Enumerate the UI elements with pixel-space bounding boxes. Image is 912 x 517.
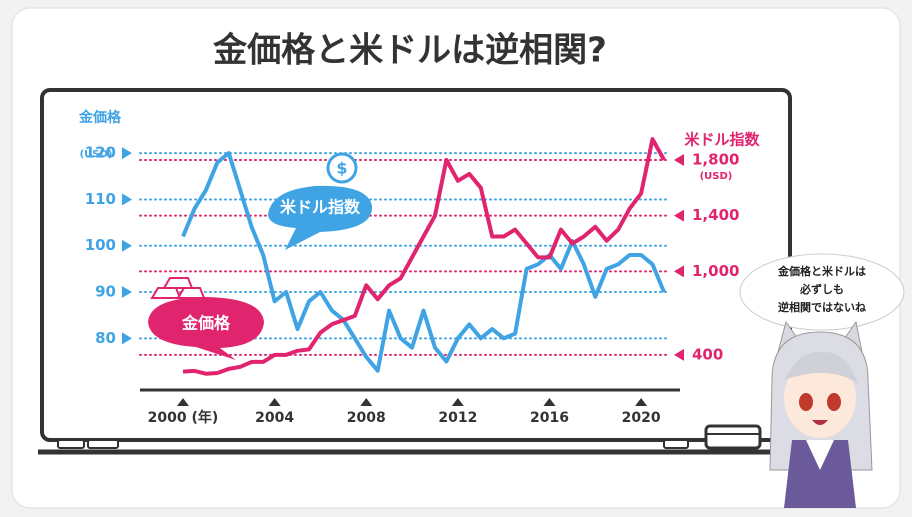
y2-unit: (USD) bbox=[700, 171, 733, 182]
y-tick-mark bbox=[122, 147, 132, 160]
x-tick-mark bbox=[268, 398, 281, 406]
x-tick-mark bbox=[177, 398, 189, 406]
y-tick-label: 110 bbox=[85, 190, 116, 208]
y2-tick-label: 1,400 bbox=[692, 206, 739, 224]
y2-tick-mark bbox=[674, 348, 684, 361]
speech-line: 金価格と米ドルは bbox=[777, 264, 866, 278]
y2-tick-label: 400 bbox=[692, 345, 723, 363]
y2-tick-label: 1,800 bbox=[692, 150, 739, 168]
x-tick-label: 2008 bbox=[347, 410, 386, 426]
y2-tick-mark bbox=[674, 153, 684, 166]
bubble-label: 金価格 bbox=[181, 314, 231, 333]
bubble bbox=[148, 297, 264, 360]
gold-icon bbox=[150, 277, 206, 299]
speech-line: 必ずしも bbox=[799, 282, 844, 296]
series-line bbox=[181, 151, 666, 373]
x-tick-label: 2020 bbox=[622, 410, 661, 426]
speech-line: 逆相関ではないね bbox=[778, 300, 866, 314]
x-tick-label: 2000 (年) bbox=[148, 409, 219, 426]
speech-bubble bbox=[739, 253, 905, 331]
x-tick-mark bbox=[635, 398, 648, 406]
y-tick-mark bbox=[122, 332, 132, 345]
y-tick-label: 100 bbox=[85, 236, 116, 254]
x-tick-label: 2012 bbox=[438, 410, 477, 426]
chalk bbox=[57, 439, 85, 449]
y-tick-mark bbox=[122, 286, 132, 299]
series-line bbox=[182, 137, 666, 376]
plot: 80 90 100 110 120 400 1,000 1,400 1,800 2000 (年) 2… bbox=[85, 137, 739, 426]
chalk bbox=[663, 439, 689, 449]
y-axis-label: 金価格 bbox=[78, 109, 122, 126]
y-tick-label: 80 bbox=[95, 329, 116, 347]
y2-tick-mark bbox=[674, 209, 684, 222]
y-unit: (USD) bbox=[80, 149, 113, 160]
x-tick-label: 2004 bbox=[255, 410, 294, 426]
bubble bbox=[268, 185, 373, 250]
character bbox=[769, 320, 873, 508]
chalk bbox=[87, 439, 119, 449]
whiteboard bbox=[40, 88, 792, 442]
x-tick-mark bbox=[543, 398, 556, 406]
y2-tick-mark bbox=[674, 265, 684, 278]
y-tick-mark bbox=[122, 193, 132, 206]
coin-icon bbox=[326, 152, 358, 184]
eraser bbox=[704, 424, 762, 450]
y-tick-mark bbox=[122, 239, 132, 252]
y-tick-label: 90 bbox=[95, 283, 116, 301]
x-tick-label: 2016 bbox=[530, 410, 569, 426]
x-tick-mark bbox=[451, 398, 464, 406]
bubble-label: 米ドル指数 bbox=[280, 198, 361, 217]
chart-title: 金価格と米ドルは逆相関? bbox=[212, 31, 607, 71]
y2-tick-label: 1,000 bbox=[692, 262, 739, 280]
x-tick-mark bbox=[360, 398, 373, 406]
y-tick-label: 120 bbox=[85, 144, 116, 162]
coin-symbol: $ bbox=[336, 159, 347, 178]
y2-axis-label: 米ドル指数 bbox=[684, 131, 760, 149]
